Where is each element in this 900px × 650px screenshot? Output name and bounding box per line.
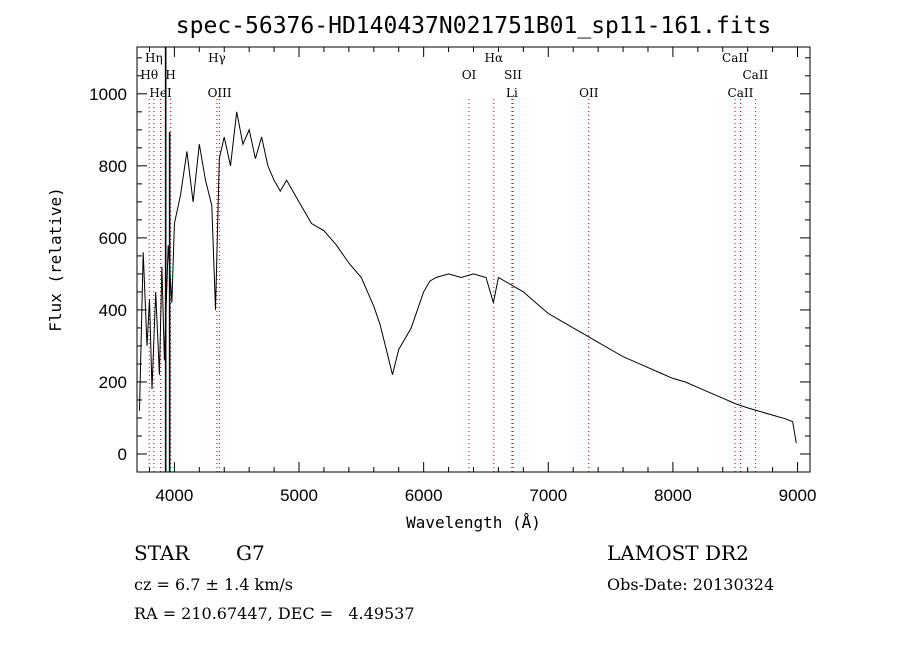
- y-tick-label: 200: [99, 373, 127, 392]
- y-tick-label: 0: [118, 445, 127, 464]
- survey-label: LAMOST DR2: [607, 541, 749, 565]
- y-tick-label: 1000: [89, 85, 127, 104]
- x-axis-label: Wavelength (Å): [406, 513, 541, 532]
- spectral-line-label: HeI: [149, 86, 172, 100]
- spectral-line-label: OI: [462, 68, 477, 82]
- coordinates: RA = 210.67447, DEC = 4.49537: [134, 604, 415, 623]
- y-tick-label: 400: [99, 301, 127, 320]
- x-tick-label: 9000: [779, 486, 817, 505]
- spectral-line-label: SII: [504, 68, 522, 82]
- spectrum-series-line: [139, 111, 797, 444]
- spectral-line-label: OIII: [208, 86, 232, 100]
- spectral-line-label: Li: [506, 86, 518, 100]
- spectral-line-label: Hγ: [208, 51, 226, 65]
- y-tick-label: 600: [99, 229, 127, 248]
- spectral-line-label: Hα: [485, 51, 504, 65]
- spectral-line-label: CaII: [722, 51, 748, 65]
- redshift-cz: cz = 6.7 ± 1.4 km/s: [134, 575, 293, 594]
- spectral-line-label: CaII: [742, 68, 768, 82]
- x-tick-label: 4000: [155, 486, 193, 505]
- x-tick-label: 5000: [280, 486, 318, 505]
- spectral-line-label: Hη: [145, 51, 163, 65]
- spectral-line-label: Hθ: [140, 68, 158, 82]
- x-tick-label: 8000: [654, 486, 692, 505]
- plot-frame: [136, 46, 811, 473]
- spectral-line-label: OII: [579, 86, 599, 100]
- x-tick-label: 7000: [529, 486, 567, 505]
- spectral-line-label: H: [165, 68, 175, 82]
- obs-date: Obs-Date: 20130324: [607, 575, 775, 594]
- chart-title: spec-56376-HD140437N021751B01_sp11-161.f…: [176, 13, 771, 39]
- y-tick-label: 800: [99, 157, 127, 176]
- spectral-subclass: G7: [236, 541, 265, 565]
- x-tick-label: 6000: [405, 486, 443, 505]
- object-type: STAR: [134, 541, 190, 565]
- y-axis-label: Flux (relative): [46, 187, 65, 332]
- spectral-line-label: CaII: [728, 86, 754, 100]
